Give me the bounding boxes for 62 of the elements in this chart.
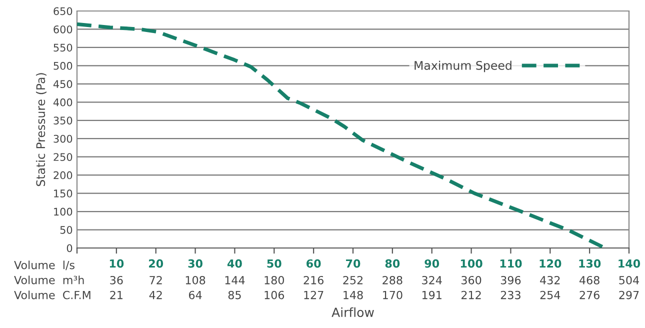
- text: Volume m³h: [14, 276, 84, 284]
- x-tick-label: 50: [267, 259, 282, 268]
- x-tick-label: 80: [385, 259, 400, 268]
- x-tick-label: 40: [227, 259, 242, 268]
- x2-tick-label: 180: [264, 276, 284, 284]
- text: 127: [304, 290, 324, 300]
- x-axis-title: Airflow: [332, 307, 374, 318]
- x2-tick-label: 36: [110, 276, 123, 284]
- x-tick-label: 70: [346, 259, 360, 268]
- y-tick-label: 400: [53, 98, 72, 106]
- x-tick-label: 140: [618, 259, 640, 268]
- x2-tick-label: 432: [540, 276, 560, 284]
- x2-tick-label: 324: [422, 276, 442, 284]
- x2-tick-label: 144: [225, 276, 245, 284]
- y-tick-label: 350: [54, 116, 72, 124]
- y-tick-label: 50: [60, 226, 72, 234]
- x-tick-label: 30: [188, 259, 202, 268]
- x2-tick-label: 288: [382, 276, 402, 284]
- text: 148: [344, 290, 363, 300]
- y-tick-label: 0: [66, 244, 72, 252]
- legend-label: Maximum Speed: [414, 60, 512, 72]
- y-axis-title: Static Pressure (Pa): [36, 73, 46, 186]
- text: 191: [422, 290, 442, 300]
- x2-tick-label: 252: [343, 276, 362, 284]
- x2-tick-label: 72: [150, 276, 162, 284]
- x-tick-label: 90: [424, 259, 440, 268]
- text: 212: [461, 290, 481, 300]
- x2-tick-label: 396: [500, 276, 521, 284]
- text: Volume l/s: [14, 260, 74, 270]
- text: 170: [383, 290, 402, 300]
- y-tick-label: 300: [54, 134, 72, 143]
- text: 106: [264, 290, 284, 300]
- y-tick-label: 550: [54, 44, 72, 52]
- x-tick-label: 10: [110, 259, 124, 268]
- y-tick-label: 200: [54, 171, 72, 180]
- x2-tick-label: 216: [304, 276, 324, 284]
- y-tick-label: 600: [54, 25, 72, 34]
- y-tick-label: 250: [54, 153, 72, 161]
- y-tick-label: 100: [54, 208, 72, 216]
- x-tick-label: 120: [540, 259, 562, 268]
- y-tick-label: 650: [54, 7, 72, 16]
- x2-tick-label: 360: [462, 276, 482, 284]
- x-tick-label: 20: [149, 259, 164, 268]
- x-tick-label: 100: [460, 259, 482, 268]
- text: 42: [149, 290, 162, 300]
- y-tick-label: 500: [54, 62, 72, 70]
- text: 64: [188, 290, 202, 300]
- x-tick-label: 110: [500, 259, 522, 268]
- y-tick-label: 450: [53, 80, 72, 88]
- text: 233: [500, 290, 520, 300]
- text: 254: [540, 290, 560, 300]
- x-tick-label: 60: [306, 259, 321, 268]
- x2-tick-label: 504: [619, 276, 639, 284]
- y-tick-label: 150: [54, 190, 72, 198]
- text: 21: [110, 290, 122, 300]
- text: 276: [580, 290, 600, 300]
- x-tick-label: 130: [579, 259, 601, 268]
- x2-tick-label: 108: [186, 276, 206, 284]
- x2-tick-label: 468: [580, 276, 600, 284]
- text: Volume C.F.M: [14, 290, 90, 300]
- text: 297: [619, 290, 639, 300]
- text: 85: [228, 290, 241, 300]
